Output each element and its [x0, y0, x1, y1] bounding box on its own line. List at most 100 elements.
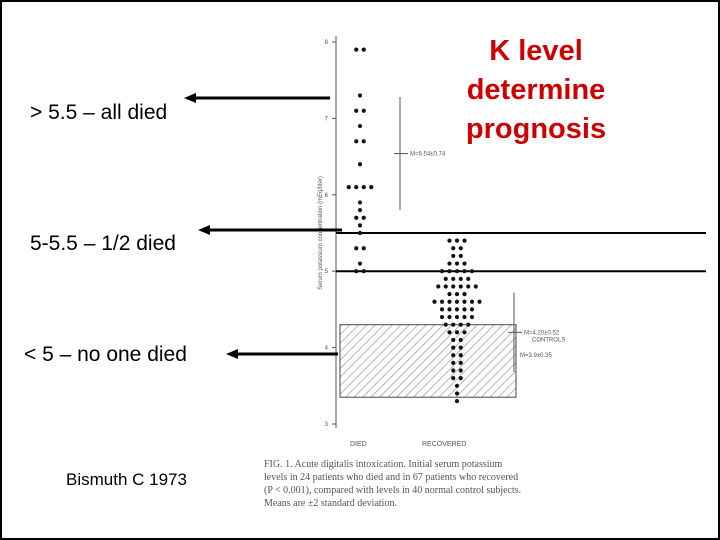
- data-point-recovered: [451, 337, 456, 343]
- data-point-recovered: [454, 383, 460, 388]
- data-point-recovered: [451, 276, 456, 281]
- data-point-died: [357, 162, 363, 167]
- data-point-died: [357, 200, 363, 205]
- data-point-recovered: [458, 253, 463, 259]
- data-point-recovered: [443, 276, 448, 281]
- recovered-mean-annotation: M=4.20±0.52: [524, 330, 560, 336]
- arrows: [184, 93, 342, 359]
- data-point-died: [357, 123, 363, 129]
- data-point-recovered: [447, 238, 452, 243]
- data-point-recovered: [469, 314, 475, 320]
- data-point-died: [369, 185, 374, 190]
- citation: Bismuth C 1973: [66, 470, 187, 489]
- data-point-died: [361, 185, 366, 190]
- data-point-recovered: [466, 322, 471, 327]
- data-points: [346, 47, 482, 404]
- data-point-recovered: [477, 299, 482, 304]
- data-point-recovered: [458, 246, 463, 251]
- data-point-died: [354, 108, 359, 113]
- controls-band: [339, 324, 517, 398]
- data-point-recovered: [451, 253, 456, 259]
- data-point-recovered: [462, 307, 467, 312]
- data-point-recovered: [454, 269, 460, 274]
- arrow-all-died-head: [184, 93, 196, 103]
- data-point-died: [361, 108, 366, 113]
- data-point-recovered: [454, 391, 460, 396]
- data-point-recovered: [458, 276, 463, 281]
- data-point-recovered: [451, 376, 456, 381]
- data-point-recovered: [451, 368, 456, 373]
- data-point-recovered: [447, 292, 452, 297]
- data-point-recovered: [454, 307, 460, 312]
- controls-label: CONTROLS: [532, 337, 565, 343]
- data-point-recovered: [451, 322, 456, 327]
- data-point-recovered: [458, 368, 463, 373]
- controls-mean-annotation: M=3.9±0.35: [520, 353, 552, 359]
- y-tick-label: 5: [325, 269, 329, 275]
- data-point-recovered: [462, 261, 467, 266]
- x-label-died: DIED: [350, 441, 367, 448]
- data-point-recovered: [454, 238, 460, 243]
- data-point-recovered: [454, 261, 460, 266]
- y-axis-ticks: 3 4 5 6 7 8: [325, 40, 336, 428]
- sd-markers: [394, 97, 522, 373]
- data-point-recovered: [454, 292, 460, 297]
- data-point-died: [354, 246, 359, 251]
- data-point-died: [354, 215, 359, 220]
- data-point-recovered: [454, 314, 460, 320]
- data-point-died: [346, 185, 351, 190]
- data-point-recovered: [447, 307, 452, 312]
- title-line: determine: [466, 74, 606, 106]
- label-half-died: 5-5.5 – 1/2 died: [30, 232, 176, 255]
- data-point-died: [354, 139, 359, 144]
- data-point-recovered: [447, 261, 452, 266]
- died-mean-annotation: M=6.54±0.74: [410, 152, 446, 158]
- title-line: prognosis: [465, 113, 607, 145]
- data-point-died: [357, 261, 363, 266]
- label-all-died: > 5.5 – all died: [30, 101, 168, 124]
- data-point-recovered: [458, 322, 463, 327]
- data-point-recovered: [462, 330, 467, 335]
- data-point-died: [354, 269, 359, 274]
- data-point-recovered: [462, 238, 467, 243]
- caption-line: FIG. 1. Acute digitalis intoxication. In…: [264, 459, 503, 470]
- data-point-recovered: [439, 299, 445, 304]
- threshold-lines: [336, 232, 706, 273]
- data-point-recovered: [454, 330, 460, 335]
- y-tick-label: 3: [325, 422, 329, 428]
- data-point-recovered: [458, 284, 463, 289]
- data-point-recovered: [458, 353, 463, 358]
- label-none-died: < 5 – no one died: [24, 343, 187, 366]
- caption-line: levels in 24 patients who died and in 67…: [264, 472, 519, 483]
- data-point-recovered: [458, 376, 463, 381]
- y-tick-label: 4: [325, 346, 329, 352]
- data-point-recovered: [439, 307, 445, 312]
- data-point-recovered: [462, 269, 467, 274]
- figure-caption: FIG. 1. Acute digitalis intoxication. In…: [264, 458, 644, 510]
- data-point-died: [361, 47, 366, 52]
- data-point-died: [354, 185, 359, 190]
- data-point-recovered: [462, 314, 467, 320]
- data-point-recovered: [466, 276, 471, 281]
- data-point-recovered: [439, 269, 445, 274]
- data-point-died: [361, 139, 366, 144]
- data-point-recovered: [447, 330, 452, 335]
- data-point-recovered: [451, 345, 456, 350]
- caption-line: Means are ±2 standard deviation.: [264, 498, 397, 509]
- data-point-recovered: [466, 284, 471, 289]
- data-point-died: [357, 223, 363, 228]
- data-point-recovered: [473, 284, 478, 289]
- data-point-recovered: [436, 284, 441, 289]
- y-tick-label: 6: [325, 193, 329, 199]
- data-point-recovered: [458, 337, 463, 343]
- data-point-recovered: [469, 307, 475, 312]
- y-tick-label: 7: [325, 116, 329, 122]
- data-point-recovered: [443, 284, 448, 289]
- data-point-died: [361, 215, 366, 220]
- x-label-recovered: RECOVERED: [422, 441, 466, 448]
- y-axis-title: Serum potassium concentration (mEq/liter…: [318, 176, 324, 290]
- data-point-recovered: [462, 299, 467, 304]
- data-point-recovered: [454, 398, 460, 404]
